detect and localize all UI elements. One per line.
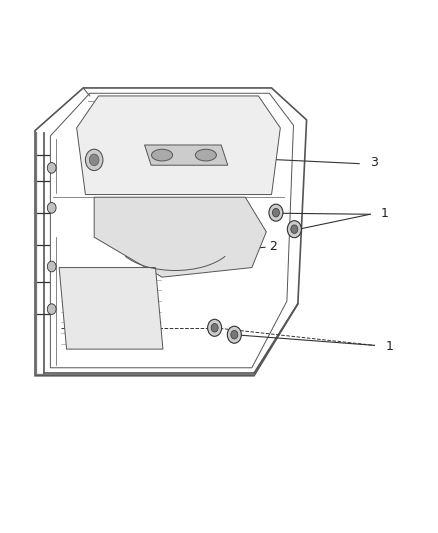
Circle shape — [85, 149, 103, 171]
Ellipse shape — [195, 149, 216, 161]
Circle shape — [47, 304, 56, 314]
Circle shape — [47, 163, 56, 173]
Text: 3: 3 — [370, 156, 378, 169]
Ellipse shape — [152, 149, 173, 161]
Circle shape — [227, 326, 241, 343]
Polygon shape — [59, 268, 163, 349]
Circle shape — [231, 330, 238, 339]
Circle shape — [89, 154, 99, 166]
Circle shape — [269, 204, 283, 221]
Circle shape — [208, 319, 222, 336]
Text: 2: 2 — [269, 240, 277, 253]
Circle shape — [47, 203, 56, 213]
Circle shape — [272, 208, 279, 217]
Circle shape — [287, 221, 301, 238]
Circle shape — [291, 225, 298, 233]
Polygon shape — [94, 197, 266, 277]
Text: 1: 1 — [381, 207, 389, 220]
Circle shape — [47, 261, 56, 272]
Text: 1: 1 — [385, 340, 393, 353]
Polygon shape — [145, 145, 228, 165]
Circle shape — [211, 324, 218, 332]
Polygon shape — [77, 96, 280, 195]
